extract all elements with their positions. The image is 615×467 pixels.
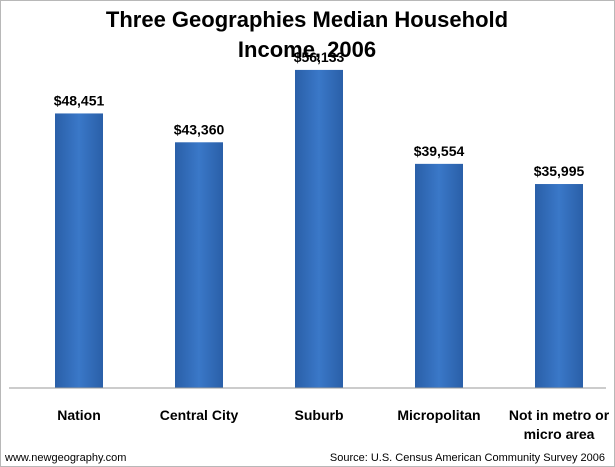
bar-value-label-3: $39,554 xyxy=(414,143,465,159)
category-labels: Nation Central City Suburb Micropolitan Not … xyxy=(57,407,609,442)
category-label-4-line-0: Not in metro or xyxy=(509,407,610,423)
source-note: Source: U.S. Census American Community S… xyxy=(330,452,605,464)
category-label-3: Micropolitan xyxy=(397,407,480,423)
category-label-1: Central City xyxy=(160,407,239,423)
bar-0 xyxy=(55,113,103,388)
bar-2 xyxy=(295,69,343,389)
bars-layer: $48,451 $43,360 $56,133 $39,554 $35,995 xyxy=(54,49,585,389)
category-label-0: Nation xyxy=(57,407,101,423)
bar-value-label-2: $56,133 xyxy=(294,49,345,65)
category-label-4-line-1: micro area xyxy=(524,426,595,442)
bar-value-label-4: $35,995 xyxy=(534,163,585,179)
bar-value-label-1: $43,360 xyxy=(174,121,225,137)
bar-4 xyxy=(535,184,583,388)
bar-1 xyxy=(175,142,223,388)
category-label-2: Suburb xyxy=(295,407,344,423)
bar-value-label-0: $48,451 xyxy=(54,92,105,108)
bar-3 xyxy=(415,163,463,388)
chart-title-line-2: Income, 2006 xyxy=(238,37,376,62)
chart-title-line-1: Three Geographies Median Household xyxy=(106,7,508,32)
website-credit: www.newgeography.com xyxy=(4,452,126,464)
